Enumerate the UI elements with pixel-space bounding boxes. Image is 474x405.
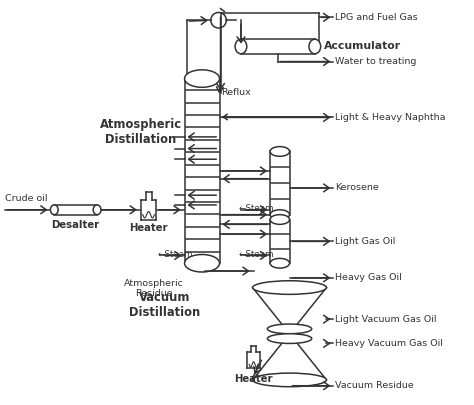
Text: ←Steam: ←Steam bbox=[157, 250, 193, 259]
Text: Crude oil: Crude oil bbox=[5, 194, 47, 202]
Ellipse shape bbox=[267, 324, 312, 334]
Text: Heavy Gas Oil: Heavy Gas Oil bbox=[335, 273, 402, 282]
Ellipse shape bbox=[270, 210, 290, 220]
Text: Vacuum Residue: Vacuum Residue bbox=[335, 381, 414, 390]
Text: Light & Heavy Naphtha: Light & Heavy Naphtha bbox=[335, 113, 446, 122]
Ellipse shape bbox=[253, 373, 327, 387]
Text: Reflux: Reflux bbox=[221, 87, 251, 97]
Text: Desalter: Desalter bbox=[52, 220, 100, 230]
Text: Heavy Vacuum Gas Oil: Heavy Vacuum Gas Oil bbox=[335, 339, 443, 348]
Ellipse shape bbox=[50, 205, 58, 215]
Ellipse shape bbox=[184, 70, 219, 87]
Bar bbox=[55, 205, 97, 215]
Text: Atmospheric
Residue: Atmospheric Residue bbox=[124, 279, 183, 298]
Ellipse shape bbox=[270, 258, 290, 268]
Text: Kerosene: Kerosene bbox=[335, 183, 379, 192]
Ellipse shape bbox=[235, 39, 247, 54]
Text: ←Steam: ←Steam bbox=[239, 250, 274, 259]
Text: Light Gas Oil: Light Gas Oil bbox=[335, 237, 396, 246]
Text: Heater: Heater bbox=[129, 224, 168, 233]
Text: Atmospheric
Distillation: Atmospheric Distillation bbox=[100, 118, 182, 146]
Ellipse shape bbox=[270, 147, 290, 156]
Text: Light Vacuum Gas Oil: Light Vacuum Gas Oil bbox=[335, 315, 437, 324]
Ellipse shape bbox=[253, 281, 327, 294]
Ellipse shape bbox=[309, 39, 320, 54]
Ellipse shape bbox=[93, 205, 101, 215]
Text: Heater: Heater bbox=[234, 374, 273, 384]
Ellipse shape bbox=[270, 215, 290, 224]
Text: Water to treating: Water to treating bbox=[335, 57, 417, 66]
Text: ←Steam: ←Steam bbox=[239, 204, 274, 213]
Ellipse shape bbox=[184, 254, 219, 272]
Text: Accumulator: Accumulator bbox=[324, 41, 401, 51]
Bar bbox=[241, 39, 315, 54]
Text: LPG and Fuel Gas: LPG and Fuel Gas bbox=[335, 13, 418, 22]
Ellipse shape bbox=[267, 334, 312, 343]
Text: Vacuum
Distillation: Vacuum Distillation bbox=[129, 291, 201, 319]
